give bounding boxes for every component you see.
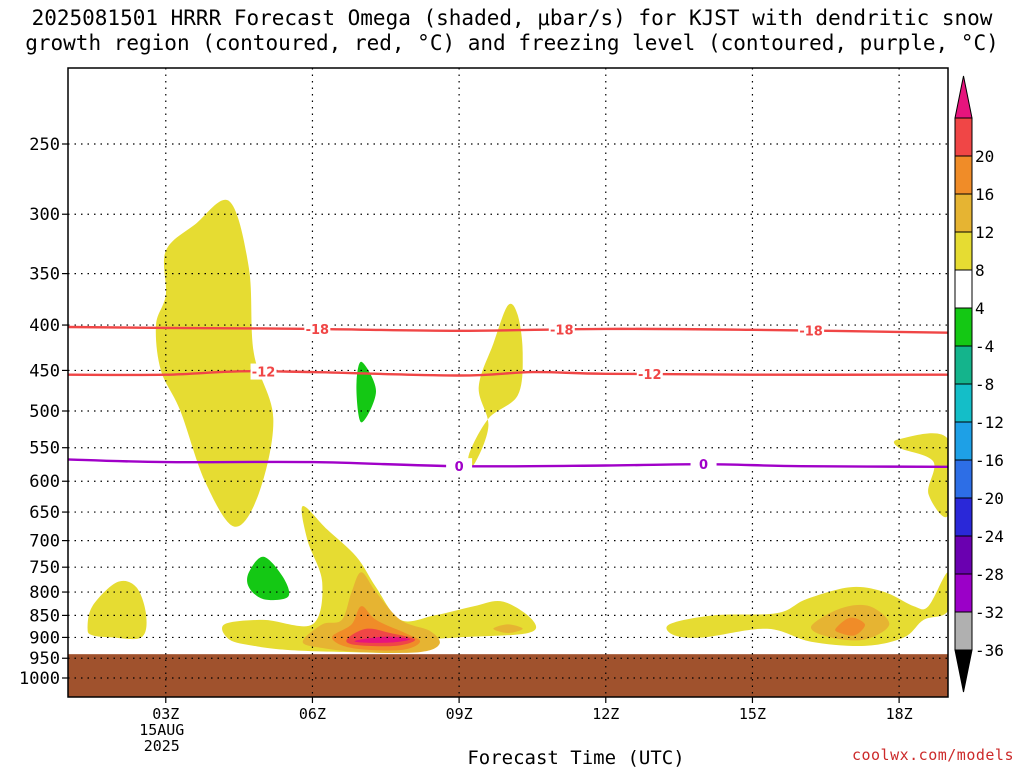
contour-label: -12 xyxy=(252,366,276,381)
colorbar-bin xyxy=(954,231,973,271)
contour-label-bg xyxy=(446,458,473,475)
colorbar-low-arrow xyxy=(954,649,973,693)
colorbar-label: 16 xyxy=(975,185,994,204)
y-tick-label: 950 xyxy=(29,649,60,669)
omega-shaded-region xyxy=(87,580,147,640)
y-tick-label: 350 xyxy=(29,265,60,285)
x-tick-label: 18Z xyxy=(886,705,913,723)
omega-shaded-region xyxy=(222,505,537,653)
contour-label: -18 xyxy=(550,323,574,338)
contour-label-bg xyxy=(636,366,663,383)
contour-label-bg xyxy=(798,322,825,339)
colorbar-label: 4 xyxy=(975,299,985,318)
x-tick-sublabel: 15AUG xyxy=(139,721,184,739)
chart-title-line1: 2025081501 HRRR Forecast Omega (shaded, … xyxy=(31,6,993,30)
colorbar-label: -36 xyxy=(975,641,1004,660)
colorbar-label: -28 xyxy=(975,565,1004,584)
y-tick-label: 250 xyxy=(29,135,60,155)
colorbar-label: -24 xyxy=(975,527,1004,546)
y-tick-label: 400 xyxy=(29,316,60,336)
y-tick-label: 700 xyxy=(29,532,60,552)
y-tick-label: 900 xyxy=(29,628,60,648)
dendritic-contour xyxy=(68,369,948,377)
colorbar-bin xyxy=(954,611,973,651)
colorbar-bin xyxy=(954,421,973,461)
colorbar-label: -8 xyxy=(975,375,994,394)
omega-shaded-region xyxy=(155,199,274,527)
x-axis-label: Forecast Time (UTC) xyxy=(467,747,684,768)
x-tick-label: 06Z xyxy=(299,705,326,723)
colorbar-bin xyxy=(954,193,973,233)
omega-shaded-region xyxy=(356,361,376,423)
y-tick-label: 550 xyxy=(29,439,60,459)
y-tick-label: 1000 xyxy=(19,669,60,689)
colorbar-label: -32 xyxy=(975,603,1004,622)
colorbar-bin xyxy=(954,269,973,309)
omega-shaded-region xyxy=(354,636,411,643)
x-tick-sublabel: 2025 xyxy=(144,737,180,755)
colorbar-bin xyxy=(954,345,973,385)
y-tick-label: 850 xyxy=(29,606,60,626)
contour-label-bg xyxy=(304,320,331,337)
chart-title: 2025081501 HRRR Forecast Omega (shaded, … xyxy=(0,6,1024,56)
colorbar-bin xyxy=(954,307,973,347)
ground-terrain xyxy=(68,654,948,697)
y-tick-label: 800 xyxy=(29,583,60,603)
chart-title-line2: growth region (contoured, red, °C) and f… xyxy=(25,31,999,55)
colorbar-label: -12 xyxy=(975,413,1004,432)
site-credit: coolwx.com/models xyxy=(851,746,1014,764)
colorbar-bin xyxy=(954,459,973,499)
omega-shaded-region xyxy=(493,624,523,634)
colorbar-bin xyxy=(954,155,973,195)
y-tick-label: 650 xyxy=(29,503,60,523)
plot-area: -18 -18 -18 -12 -12 0 0 xyxy=(68,68,948,697)
contour-label: -12 xyxy=(638,368,662,383)
contour-label-bg xyxy=(250,363,277,380)
colorbar-label: 20 xyxy=(975,147,994,166)
contour-label: 0 xyxy=(455,460,464,475)
contour-label: 0 xyxy=(699,458,708,473)
x-tick-label: 09Z xyxy=(446,705,473,723)
contour-label: -18 xyxy=(306,323,330,338)
colorbar-high-arrow xyxy=(954,75,973,119)
colorbar-label: -4 xyxy=(975,337,994,356)
omega-shaded-region xyxy=(302,572,440,653)
dendritic-contour xyxy=(68,325,948,334)
contour-label-bg xyxy=(690,456,717,473)
y-tick-label: 750 xyxy=(29,558,60,578)
freezing-level-contour xyxy=(68,458,948,468)
colorbar-label: -20 xyxy=(975,489,1004,508)
colorbar-label: -16 xyxy=(975,451,1004,470)
plot-frame xyxy=(67,67,949,698)
colorbar-bin xyxy=(954,573,973,613)
y-tick-label: 450 xyxy=(29,361,60,381)
contour-label: -18 xyxy=(799,325,823,340)
omega-shaded-region xyxy=(835,617,865,636)
colorbar-label: 8 xyxy=(975,261,985,280)
contour-label-bg xyxy=(548,321,575,338)
y-tick-label: 600 xyxy=(29,472,60,492)
colorbar-bin xyxy=(954,383,973,423)
colorbar-bin xyxy=(954,117,973,157)
omega-shaded-region xyxy=(893,433,948,518)
x-tick-label: 12Z xyxy=(592,705,619,723)
colorbar-bin xyxy=(954,497,973,537)
colorbar-bin xyxy=(954,535,973,575)
y-tick-label: 300 xyxy=(29,205,60,225)
y-tick-label: 500 xyxy=(29,402,60,422)
colorbar-label: 12 xyxy=(975,223,994,242)
omega-shaded-region xyxy=(468,303,523,467)
x-tick-label: 03Z xyxy=(152,705,179,723)
x-tick-label: 15Z xyxy=(739,705,766,723)
